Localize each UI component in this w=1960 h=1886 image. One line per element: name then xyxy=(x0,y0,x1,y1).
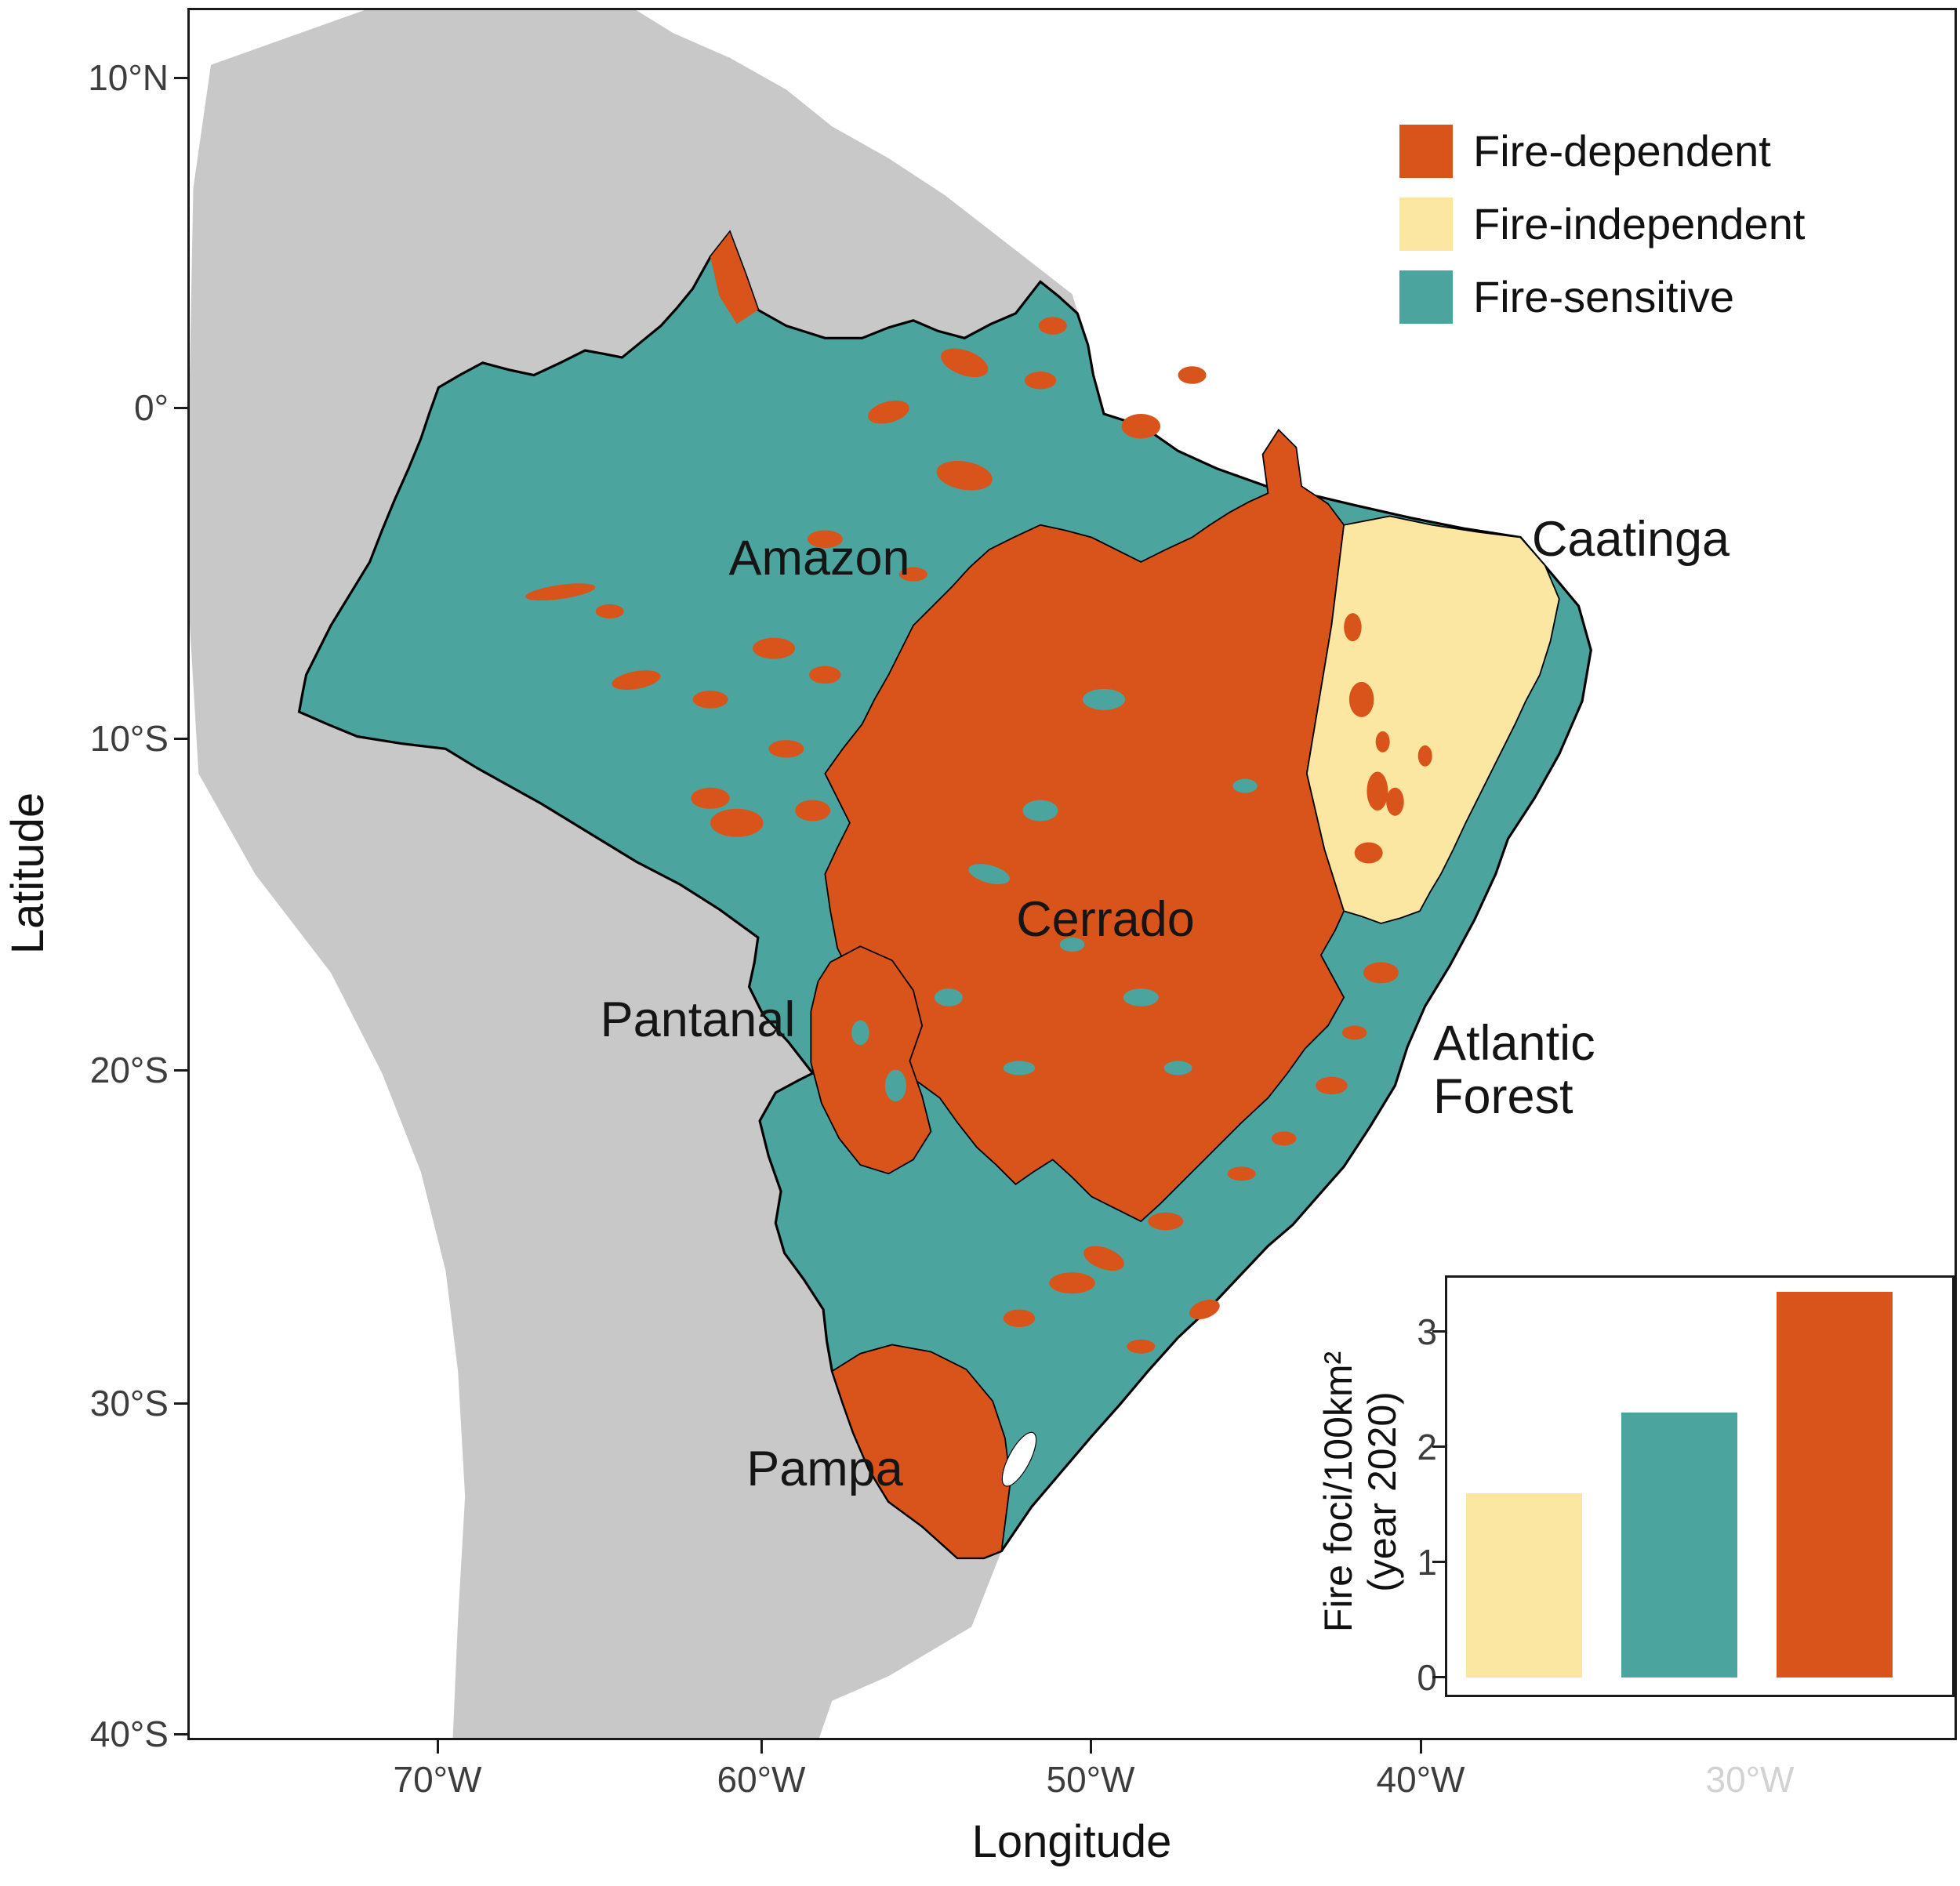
inset-y-tick-mark xyxy=(1432,1445,1445,1448)
legend-label-fire-independent: Fire-independent xyxy=(1473,199,1806,248)
y-tick-label: 40°S xyxy=(89,1714,169,1754)
x-tick-label-faint: 30°W xyxy=(1705,1759,1795,1800)
legend: Fire-dependent Fire-independent Fire-sen… xyxy=(1399,125,1805,343)
biome-label-pantanal: Pantanal xyxy=(600,992,796,1047)
y-tick-mark xyxy=(174,1733,187,1735)
inset-bar-chart xyxy=(1445,1275,1955,1697)
y-tick-mark xyxy=(174,77,187,79)
y-tick-label: 20°S xyxy=(89,1050,169,1090)
inset-y-tick-mark xyxy=(1432,1330,1445,1333)
legend-item-fire-independent: Fire-independent xyxy=(1399,198,1805,251)
inset-y-axis-title: Fire foci/100km² (year 2020) xyxy=(1316,1272,1404,1711)
x-tick-label: 70°W xyxy=(393,1759,482,1800)
x-tick-mark xyxy=(1090,1740,1092,1754)
inset-y-tick-mark xyxy=(1432,1561,1445,1563)
y-axis-title: Latitude xyxy=(2,792,53,955)
legend-swatch-fire-sensitive xyxy=(1399,270,1453,324)
biome-label-atlantic-forest: Atlantic Forest xyxy=(1433,1017,1747,1123)
biome-label-atlantic-forest-line2: Forest xyxy=(1433,1069,1573,1124)
inset-y-tick-mark xyxy=(1432,1676,1445,1678)
x-tick-label: 50°W xyxy=(1046,1759,1135,1800)
y-tick-mark xyxy=(174,1402,187,1405)
legend-swatch-fire-dependent xyxy=(1399,125,1453,178)
legend-label-fire-sensitive: Fire-sensitive xyxy=(1473,272,1734,321)
biome-label-pampa: Pampa xyxy=(746,1442,903,1496)
y-tick-mark xyxy=(174,407,187,409)
x-tick-mark xyxy=(437,1740,439,1754)
fire-dependent-patches xyxy=(525,232,1432,1354)
biome-label-amazon: Amazon xyxy=(728,531,910,586)
region-pampa-fire-dependent xyxy=(831,1344,1037,1559)
x-tick-label: 40°W xyxy=(1376,1759,1465,1800)
x-axis-title: Longitude xyxy=(971,1816,1172,1867)
brazil-fire-regime-map xyxy=(190,10,1592,1738)
region-pantanal-fire-dependent xyxy=(810,945,932,1175)
fire-sensitive-patches xyxy=(851,688,1258,1102)
legend-item-fire-sensitive: Fire-sensitive xyxy=(1399,270,1805,324)
legend-swatch-fire-independent xyxy=(1399,198,1453,251)
legend-label-fire-dependent: Fire-dependent xyxy=(1473,126,1771,176)
bar-fire-sensitive xyxy=(1621,1413,1737,1677)
y-tick-label: 10°S xyxy=(89,718,169,759)
bar-fire-dependent xyxy=(1777,1292,1893,1677)
inset-y-axis-title-line1: Fire foci/100km² xyxy=(1316,1351,1360,1633)
y-tick-label: 30°S xyxy=(89,1383,169,1424)
lagoon xyxy=(1001,1431,1037,1487)
x-tick-mark xyxy=(1420,1740,1422,1754)
map-panel xyxy=(187,8,1957,1740)
x-tick-mark xyxy=(760,1740,763,1754)
region-caatinga-fire-independent xyxy=(1305,515,1560,924)
y-tick-label: 10°N xyxy=(88,57,169,98)
y-tick-mark xyxy=(174,1069,187,1072)
y-tick-label: 0° xyxy=(134,387,169,428)
legend-item-fire-dependent: Fire-dependent xyxy=(1399,125,1805,178)
y-tick-mark xyxy=(174,738,187,740)
biome-label-cerrado: Cerrado xyxy=(1016,892,1195,947)
biome-label-atlantic-forest-line1: Atlantic xyxy=(1433,1016,1595,1071)
bar-fire-independent xyxy=(1466,1493,1582,1677)
biome-label-caatinga: Caatinga xyxy=(1531,512,1730,567)
region-cerrado-fire-dependent xyxy=(824,428,1345,1223)
x-tick-label: 60°W xyxy=(717,1759,806,1800)
inset-y-axis-title-line2: (year 2020) xyxy=(1360,1391,1404,1592)
